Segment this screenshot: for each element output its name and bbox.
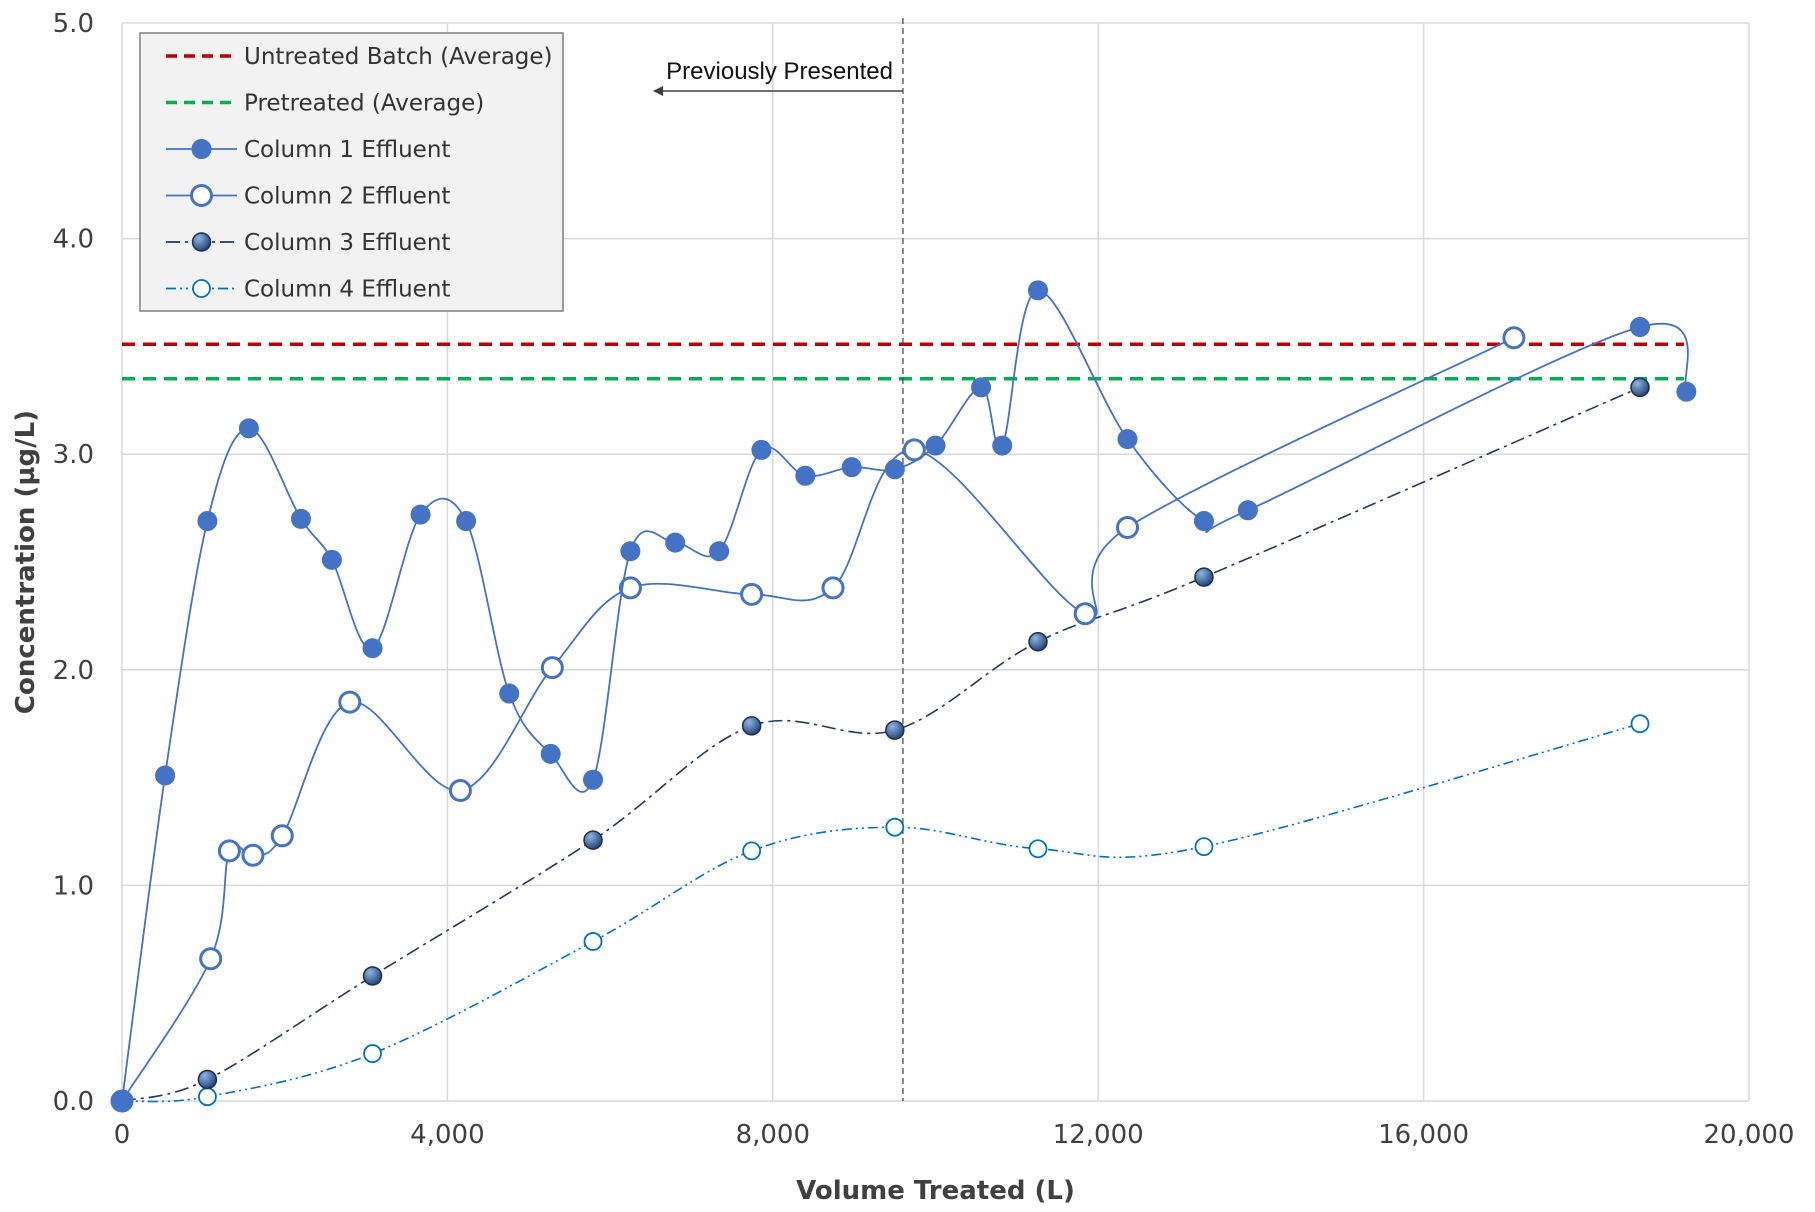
y-tick-label: 1.0 [53, 871, 94, 901]
series-1-point [410, 504, 431, 525]
legend-marker [191, 139, 212, 159]
series-1-point [321, 549, 342, 570]
series-4-point [1630, 714, 1650, 734]
series-1-point [1237, 500, 1258, 521]
series-1-point [665, 532, 686, 553]
series-1-point [1117, 429, 1138, 450]
series-3-point [362, 966, 383, 986]
series-1-point [112, 1091, 132, 1111]
y-tick-label: 5.0 [53, 9, 94, 39]
legend-label: Column 2 Effluent [244, 184, 450, 210]
series-3-point [1028, 632, 1048, 652]
series-2-point [618, 576, 642, 600]
series-3-point [741, 716, 762, 736]
annotation-label: Previously Presented [666, 58, 893, 85]
series-1-point [1676, 381, 1697, 402]
series-1-point [1028, 280, 1049, 301]
series-4-point [583, 932, 603, 951]
series-1-point [620, 541, 641, 562]
x-tick-label: 16,000 [1378, 1120, 1469, 1150]
y-tick-label: 0.0 [53, 1087, 94, 1117]
series-3-line [121, 386, 1641, 1102]
x-tick-label: 4,000 [410, 1120, 484, 1150]
series-1-point [290, 508, 311, 529]
series-1-point [884, 459, 905, 480]
legend-label: Column 1 Effluent [244, 137, 450, 163]
series-3-point [1630, 377, 1650, 398]
series-3-point [885, 720, 905, 740]
series-1-point [499, 683, 520, 704]
series-2-point [821, 576, 845, 600]
series-2-point [448, 779, 472, 803]
series-4-point [363, 1044, 382, 1063]
series-2-line [121, 336, 1515, 1102]
series-1-point [992, 435, 1013, 456]
legend-label: Untreated Batch (Average) [244, 44, 553, 70]
x-axis-title: Volume Treated (L) [796, 1176, 1075, 1206]
series-1-point [362, 638, 383, 659]
series-1-point [925, 435, 946, 456]
series-1-point [197, 511, 218, 532]
series-2-point [740, 582, 764, 606]
y-tick-label: 2.0 [53, 656, 94, 686]
x-tick-label: 8,000 [736, 1120, 810, 1150]
series-1-point [540, 743, 561, 764]
series-4-point [885, 817, 905, 837]
x-tick-label: 12,000 [1053, 1120, 1144, 1150]
legend-label: Pretreated (Average) [244, 91, 484, 117]
grid [121, 22, 1750, 1102]
series-4-point [1194, 837, 1214, 856]
legend: Untreated Batch (Average) Pretreated (Ave… [139, 32, 564, 312]
y-axis-title: Concentration (µg/L) [11, 410, 41, 714]
legend-marker [192, 279, 211, 298]
series-1 [112, 280, 1697, 1111]
series-4-point [742, 841, 762, 861]
series-2-point [1502, 326, 1526, 350]
series-1-point [238, 418, 259, 439]
series-2-point [338, 690, 362, 714]
series-4-line [121, 722, 1641, 1103]
y-tick-label: 4.0 [53, 225, 94, 255]
series-1-point [751, 439, 772, 460]
series-2-point [902, 438, 926, 462]
series-4 [112, 714, 1650, 1111]
series-1-point [795, 465, 816, 486]
y-tick-label: 3.0 [53, 440, 94, 470]
series-2 [110, 326, 1526, 1113]
series-2-point [199, 947, 223, 971]
x-tick-label: 0 [114, 1120, 131, 1150]
series-1-point [841, 457, 862, 478]
series-2-point [241, 843, 265, 867]
series-1-point [155, 765, 176, 786]
series-4-point [198, 1087, 217, 1107]
series-2-point [217, 839, 241, 863]
legend-marker [191, 232, 212, 252]
series-1-point [456, 511, 477, 532]
series-2-point [540, 656, 564, 680]
series-1-point [1193, 511, 1214, 532]
legend-label: Column 4 Effluent [244, 277, 450, 303]
annotation: Previously Presented [653, 18, 904, 1101]
series-2-point [270, 824, 294, 848]
x-tick-label: 20,000 [1704, 1120, 1795, 1150]
series-1-point [1629, 316, 1650, 337]
series-2-point [1115, 516, 1139, 540]
axes: Volume Treated (L) Concentration (µg/L) … [11, 9, 1794, 1206]
legend-box [139, 32, 564, 312]
series-2-point [1073, 602, 1097, 626]
series-1-point [583, 769, 604, 790]
series [110, 280, 1697, 1113]
series-3-point [197, 1069, 218, 1090]
series-1-point [709, 541, 730, 562]
legend-marker [190, 184, 213, 207]
series-4-point [1028, 839, 1048, 859]
series-3-point [583, 830, 603, 850]
legend-label: Column 3 Effluent [244, 230, 450, 256]
series-1-point [971, 377, 992, 398]
series-3 [112, 377, 1650, 1111]
series-3-point [1194, 567, 1214, 587]
